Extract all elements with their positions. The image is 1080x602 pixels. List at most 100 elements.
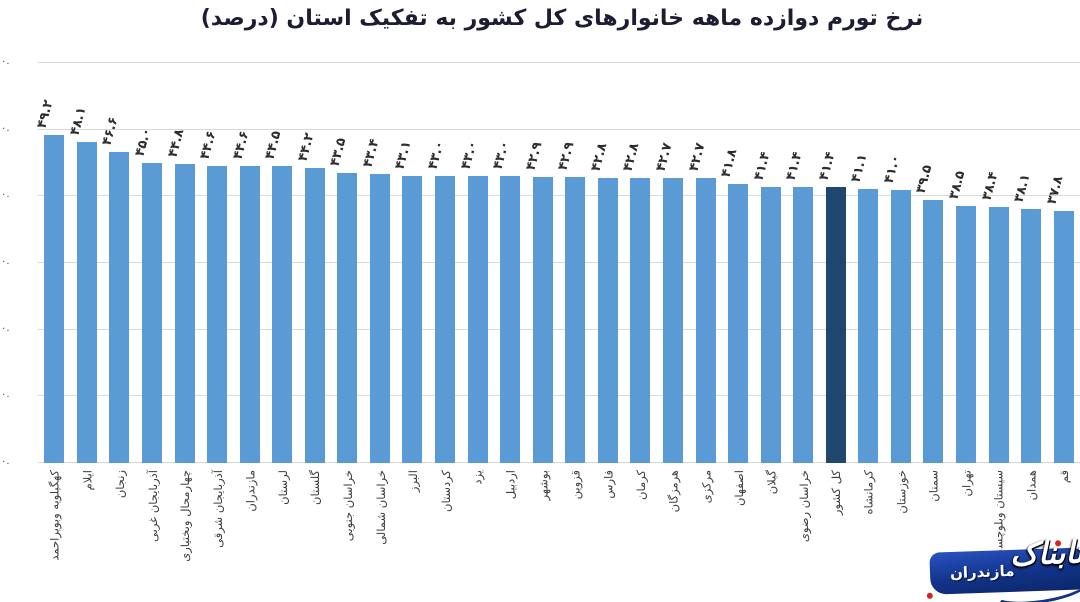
chart-bar: [630, 177, 651, 463]
x-axis-label: اصفهان: [731, 470, 746, 507]
x-axis-label: خوزستان: [894, 470, 909, 514]
bar-value-label: ۴۳.۰: [425, 139, 448, 172]
watermark-logo: تابناک مازندران: [926, 534, 1080, 602]
x-axis-label: چهارمحال وبختیاری: [178, 470, 193, 562]
bar-value-label: ۳۸.۱: [1011, 172, 1034, 204]
bar-value-label: ۴۳.۴: [360, 137, 383, 169]
chart-bar: [728, 184, 749, 463]
bar-value-label: ۴۲.۸: [620, 141, 643, 173]
chart-bar: [825, 187, 846, 463]
bar-value-label: ۴۳.۱: [392, 139, 415, 171]
bar-value-label: ۴۳.۰: [458, 139, 481, 172]
chart-bar: [532, 177, 553, 463]
bar-value-label: ۴۴.۶: [230, 129, 253, 161]
x-axis-label: کرمان: [633, 470, 648, 500]
chart-bar: [695, 178, 716, 463]
x-axis-label: گیلان: [764, 470, 779, 495]
chart-bar: [923, 199, 944, 463]
chart-bar: [988, 207, 1009, 463]
x-axis-label: ایلام: [80, 470, 95, 491]
x-axis-label: کردستان: [438, 470, 453, 512]
bar-value-label: ۴۵.۰: [132, 126, 155, 158]
gridline: [38, 62, 1080, 63]
bar-value-label: ۴۸.۱: [67, 105, 90, 138]
chart-bar: [793, 187, 814, 463]
bar-value-label: ۴۱.۸: [718, 147, 741, 180]
chart-bar: [272, 166, 293, 463]
bar-value-label: ۴۴.۵: [262, 129, 285, 162]
x-axis-label: مازندران: [243, 470, 258, 512]
gridline: [38, 262, 1080, 263]
chart-bar: [369, 173, 390, 463]
bar-value-label: ۴۴.۸: [165, 127, 187, 160]
y-axis-tick-fragment: ۰.: [1, 256, 10, 267]
watermark-red-dot: [926, 592, 933, 599]
bar-value-label: ۴۴.۲: [295, 131, 318, 164]
bar-value-label: ۳۸.۴: [979, 170, 1002, 202]
y-axis-tick-fragment: ۰.: [1, 389, 10, 401]
x-axis-label: گلستان: [308, 470, 323, 505]
x-axis-label: مرکزی: [699, 470, 714, 504]
bar-value-label: ۴۲.۷: [653, 141, 676, 174]
bar-value-label: ۴۳.۵: [327, 136, 350, 168]
x-axis-label: قزوین: [568, 470, 583, 500]
chart-bar: [890, 189, 911, 463]
bar-value-label: ۴۲.۹: [555, 140, 578, 172]
chart-bar: [239, 165, 260, 463]
x-axis-label: خراسان رضوی: [796, 470, 811, 543]
y-axis-tick-fragment: ۰.: [1, 456, 10, 467]
y-axis-tick-fragment: ۰.: [1, 189, 10, 201]
bar-value-label: ۴۱.۴: [816, 150, 839, 182]
gridline: [38, 328, 1080, 330]
x-axis-label: هرمزگان: [666, 470, 681, 513]
x-axis-label: البرز: [405, 470, 420, 493]
gridline: [38, 462, 1080, 463]
x-axis-label: خراسان شمالی: [373, 470, 388, 545]
chart-bar: [207, 165, 228, 463]
chart-bar: [141, 163, 162, 463]
y-axis-tick-fragment: ۰.: [1, 322, 10, 334]
gridline: [38, 195, 1080, 197]
x-axis-label: کهگیلویه وبویراحمد: [47, 470, 62, 561]
x-axis-label: لرستان: [275, 470, 290, 505]
y-axis-tick-fragment: ۰.: [1, 122, 10, 134]
bar-value-label: ۴۴.۶: [197, 129, 220, 161]
chart-bar: [858, 189, 879, 463]
x-axis-label: کرمانشاه: [861, 470, 876, 515]
chart-bar: [500, 176, 521, 463]
x-axis-label: فارس: [601, 470, 616, 499]
bar-value-label: ۳۹.۵: [913, 163, 936, 195]
x-axis-label: اردبیل: [503, 470, 518, 500]
chart-bar: [662, 178, 683, 463]
x-axis-label: سمنان: [926, 470, 941, 502]
x-axis-label: کل کشور: [829, 470, 844, 516]
chart-bar: [1053, 211, 1074, 463]
x-axis-label: تهران: [959, 470, 974, 497]
bar-value-label: ۳۷.۸: [1044, 174, 1067, 206]
bar-value-label: ۴۹.۲: [34, 98, 57, 130]
x-axis-label: آذربایجان شرقی: [210, 470, 225, 548]
bar-value-label: ۳۸.۵: [946, 169, 969, 202]
bar-value-label: ۴۱.۰: [881, 153, 904, 185]
chart-bar: [565, 177, 586, 463]
chart-title: نرخ تورم دوازده ماهه خانوارهای کل کشور ب…: [200, 6, 924, 31]
bar-value-label: ۴۲.۷: [686, 141, 708, 174]
chart-bar: [109, 152, 130, 463]
bar-value-label: ۴۳.۰: [490, 139, 513, 172]
bar-value-label: ۴۱.۱: [848, 152, 871, 184]
x-axis-label: یزد: [471, 470, 486, 485]
chart-bar: [956, 206, 977, 463]
watermark-title: تابناک: [1009, 534, 1080, 573]
chart-bar: [174, 164, 195, 463]
y-axis-tick-fragment: ۰.: [1, 56, 10, 67]
bar-value-label: ۴۲.۸: [588, 141, 611, 173]
chart-bar: [597, 177, 618, 463]
gridline: [38, 128, 1080, 130]
x-axis-label: قم: [1057, 470, 1072, 484]
x-axis-label: خراسان جنوبی: [340, 470, 355, 542]
x-axis-label: همدان: [1024, 470, 1039, 501]
watermark-subtitle: مازندران: [949, 561, 1015, 583]
chart-bar: [304, 168, 325, 463]
x-axis-label: آذربایجان غربی: [145, 470, 160, 542]
